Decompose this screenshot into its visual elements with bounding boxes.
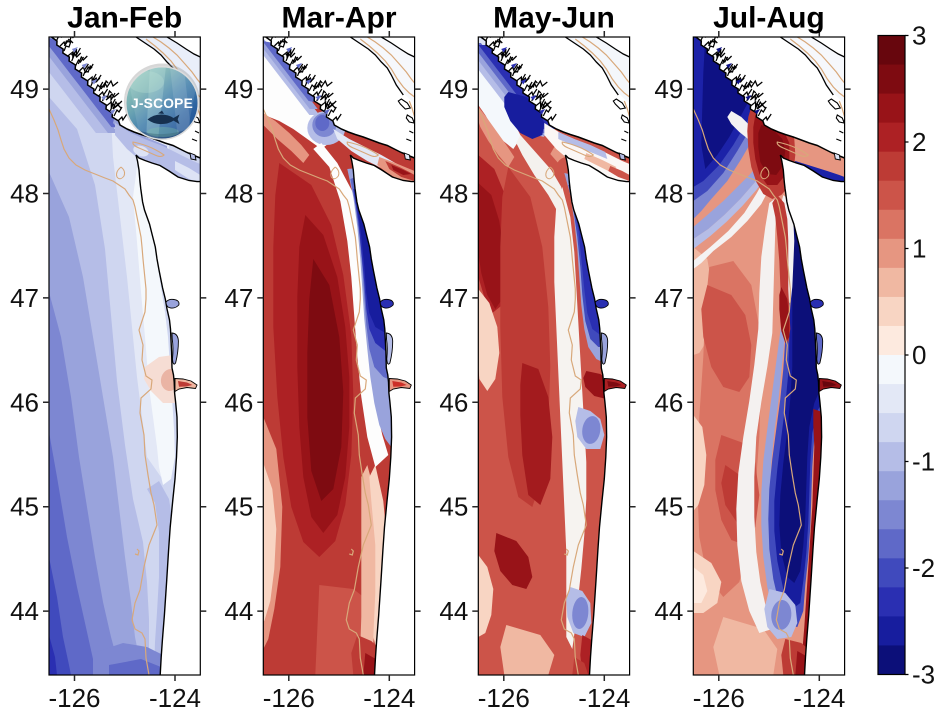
svg-text:45: 45 bbox=[654, 492, 683, 522]
svg-text:-124: -124 bbox=[793, 683, 845, 713]
svg-text:46: 46 bbox=[654, 387, 683, 417]
svg-text:47: 47 bbox=[10, 283, 39, 313]
svg-text:-126: -126 bbox=[48, 683, 100, 713]
svg-text:47: 47 bbox=[439, 283, 468, 313]
svg-text:49: 49 bbox=[654, 74, 683, 104]
svg-text:Jan-Feb: Jan-Feb bbox=[67, 2, 182, 35]
svg-text:0: 0 bbox=[912, 340, 926, 370]
svg-text:45: 45 bbox=[10, 492, 39, 522]
svg-text:49: 49 bbox=[224, 74, 253, 104]
svg-text:2: 2 bbox=[912, 127, 926, 157]
svg-text:-126: -126 bbox=[693, 683, 745, 713]
svg-text:45: 45 bbox=[224, 492, 253, 522]
svg-text:-2: -2 bbox=[912, 553, 935, 583]
svg-text:46: 46 bbox=[224, 387, 253, 417]
svg-text:May-Jun: May-Jun bbox=[493, 2, 615, 35]
svg-text:48: 48 bbox=[654, 179, 683, 209]
svg-text:-3: -3 bbox=[912, 660, 935, 690]
svg-text:J-SCOPE: J-SCOPE bbox=[131, 96, 193, 111]
svg-text:48: 48 bbox=[224, 179, 253, 209]
svg-text:48: 48 bbox=[439, 179, 468, 209]
svg-text:44: 44 bbox=[10, 596, 39, 626]
svg-text:47: 47 bbox=[654, 283, 683, 313]
svg-text:-124: -124 bbox=[578, 683, 630, 713]
svg-text:Mar-Apr: Mar-Apr bbox=[281, 2, 396, 35]
svg-text:49: 49 bbox=[10, 74, 39, 104]
svg-text:-124: -124 bbox=[363, 683, 415, 713]
svg-text:-126: -126 bbox=[478, 683, 530, 713]
svg-text:3: 3 bbox=[912, 21, 926, 51]
svg-text:44: 44 bbox=[654, 596, 683, 626]
svg-text:-1: -1 bbox=[912, 447, 935, 477]
svg-text:1: 1 bbox=[912, 234, 926, 264]
svg-text:45: 45 bbox=[439, 492, 468, 522]
svg-text:49: 49 bbox=[439, 74, 468, 104]
svg-text:46: 46 bbox=[10, 387, 39, 417]
svg-text:46: 46 bbox=[439, 387, 468, 417]
svg-text:44: 44 bbox=[439, 596, 468, 626]
svg-text:-124: -124 bbox=[149, 683, 201, 713]
svg-text:-126: -126 bbox=[263, 683, 315, 713]
svg-text:47: 47 bbox=[224, 283, 253, 313]
svg-text:Jul-Aug: Jul-Aug bbox=[713, 2, 825, 35]
svg-text:44: 44 bbox=[224, 596, 253, 626]
svg-text:48: 48 bbox=[10, 179, 39, 209]
